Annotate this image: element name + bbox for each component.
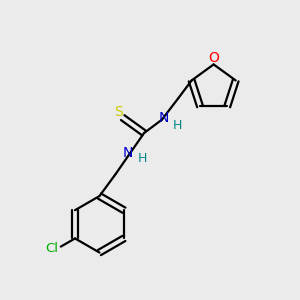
Text: O: O bbox=[208, 51, 219, 65]
Text: N: N bbox=[122, 146, 133, 160]
Text: S: S bbox=[114, 105, 123, 119]
Text: Cl: Cl bbox=[45, 242, 58, 255]
Text: H: H bbox=[173, 118, 182, 131]
Text: N: N bbox=[158, 111, 169, 125]
Text: H: H bbox=[138, 152, 147, 165]
